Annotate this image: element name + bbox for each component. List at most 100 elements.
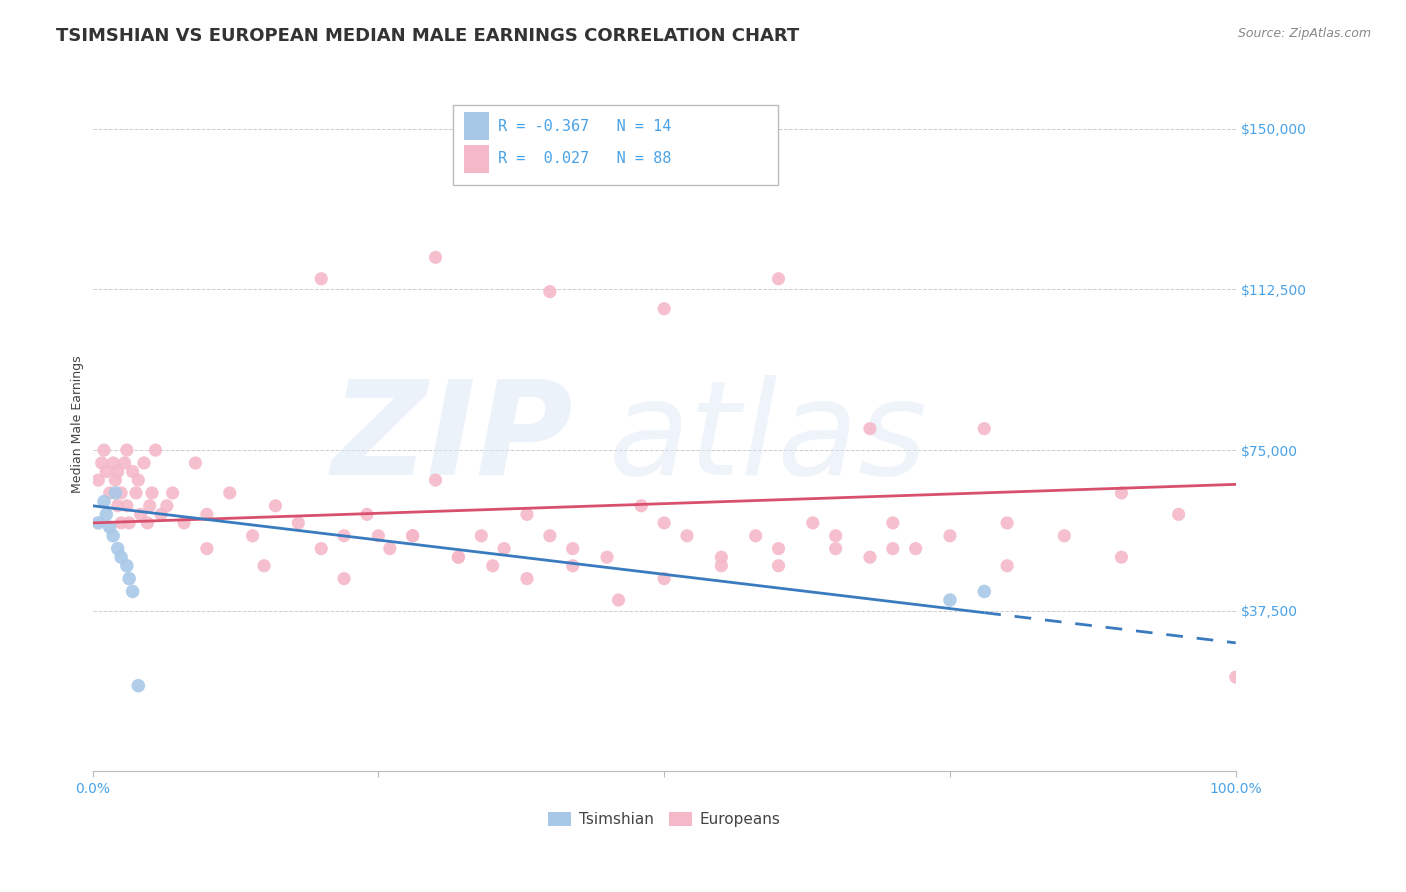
Point — [425, 251, 447, 265]
Point — [402, 529, 425, 543]
Point — [768, 558, 790, 573]
Point — [973, 584, 995, 599]
Point — [744, 529, 766, 543]
Point — [995, 558, 1018, 573]
Point — [96, 508, 118, 522]
Point — [470, 529, 492, 543]
Point — [104, 486, 127, 500]
Point — [652, 516, 675, 530]
Point — [1225, 670, 1247, 684]
Point — [107, 499, 129, 513]
Point — [824, 541, 846, 556]
Point — [107, 465, 129, 479]
Point — [1167, 508, 1189, 522]
Point — [150, 508, 173, 522]
Point — [607, 593, 630, 607]
Text: R =  0.027   N = 88: R = 0.027 N = 88 — [498, 151, 672, 166]
Point — [93, 494, 115, 508]
Point — [125, 486, 148, 500]
Point — [516, 572, 538, 586]
Point — [652, 301, 675, 316]
Point — [309, 272, 332, 286]
Point — [127, 473, 149, 487]
FancyBboxPatch shape — [464, 145, 489, 172]
Point — [561, 541, 583, 556]
Point — [447, 550, 470, 565]
Point — [98, 520, 121, 534]
Point — [652, 572, 675, 586]
Point — [195, 541, 218, 556]
Point — [710, 550, 733, 565]
Point — [596, 550, 619, 565]
Point — [768, 272, 790, 286]
Point — [184, 456, 207, 470]
Point — [995, 516, 1018, 530]
Point — [104, 473, 127, 487]
Point — [939, 593, 962, 607]
Point — [121, 465, 143, 479]
Point — [309, 541, 332, 556]
Point — [90, 456, 112, 470]
Text: R = -0.367   N = 14: R = -0.367 N = 14 — [498, 119, 672, 134]
Point — [824, 529, 846, 543]
Text: Source: ZipAtlas.com: Source: ZipAtlas.com — [1237, 27, 1371, 40]
Point — [93, 443, 115, 458]
Point — [973, 422, 995, 436]
Text: atlas: atlas — [609, 375, 927, 502]
Point — [110, 550, 132, 565]
Point — [516, 508, 538, 522]
FancyBboxPatch shape — [453, 105, 779, 185]
Y-axis label: Median Male Earnings: Median Male Earnings — [72, 356, 84, 493]
Point — [107, 541, 129, 556]
Point — [402, 529, 425, 543]
Text: TSIMSHIAN VS EUROPEAN MEDIAN MALE EARNINGS CORRELATION CHART: TSIMSHIAN VS EUROPEAN MEDIAN MALE EARNIN… — [56, 27, 800, 45]
Point — [561, 558, 583, 573]
Point — [1053, 529, 1076, 543]
Point — [378, 541, 401, 556]
Point — [630, 499, 652, 513]
Point — [87, 516, 110, 530]
Point — [425, 473, 447, 487]
Point — [287, 516, 309, 530]
Point — [859, 422, 882, 436]
Point — [96, 465, 118, 479]
Point — [710, 558, 733, 573]
Point — [494, 541, 516, 556]
Point — [162, 486, 184, 500]
Point — [538, 285, 561, 299]
Point — [115, 443, 138, 458]
Point — [118, 516, 141, 530]
Point — [538, 529, 561, 543]
Point — [253, 558, 276, 573]
Point — [173, 516, 195, 530]
Point — [101, 456, 124, 470]
Point — [356, 508, 378, 522]
Point — [101, 529, 124, 543]
Point — [882, 516, 904, 530]
Text: ZIP: ZIP — [330, 375, 572, 502]
Point — [367, 529, 389, 543]
Point — [242, 529, 264, 543]
Point — [127, 679, 149, 693]
Point — [333, 529, 356, 543]
Point — [1111, 550, 1133, 565]
Point — [333, 572, 356, 586]
Point — [156, 499, 179, 513]
Point — [121, 584, 143, 599]
Point — [882, 541, 904, 556]
Point — [115, 558, 138, 573]
Legend: Tsimshian, Europeans: Tsimshian, Europeans — [541, 805, 786, 833]
Point — [218, 486, 240, 500]
Point — [132, 456, 155, 470]
Point — [110, 486, 132, 500]
Point — [939, 529, 962, 543]
Point — [141, 486, 163, 500]
Point — [110, 516, 132, 530]
Point — [138, 499, 160, 513]
Point — [145, 443, 167, 458]
Point — [264, 499, 287, 513]
Point — [1111, 486, 1133, 500]
Point — [904, 541, 927, 556]
Point — [481, 558, 503, 573]
Point — [114, 456, 136, 470]
